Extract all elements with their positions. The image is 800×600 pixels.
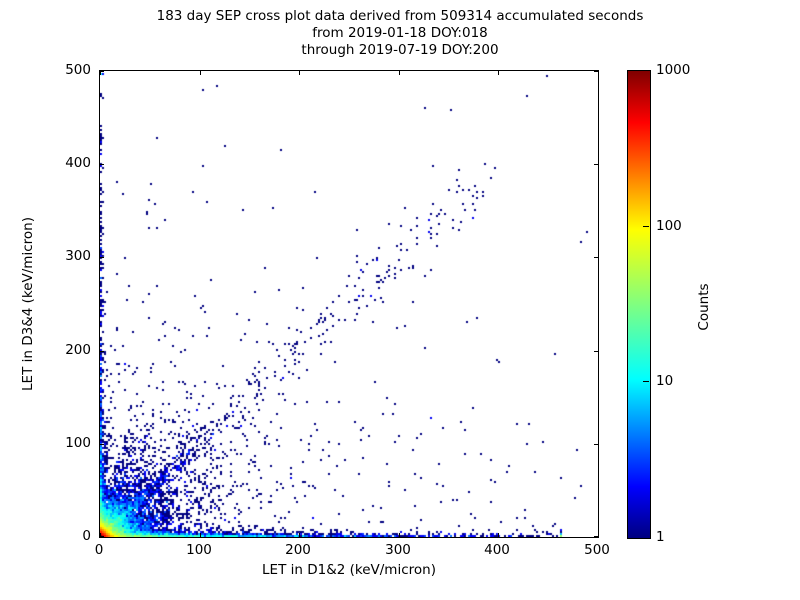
y-tick-label: 0 — [82, 528, 91, 544]
axis-tick-mark — [299, 533, 300, 537]
axis-tick-mark — [299, 71, 300, 75]
axis-tick-mark — [594, 164, 598, 165]
x-tick-label: 400 — [484, 542, 510, 558]
plot-area — [99, 70, 599, 538]
y-tick-label: 100 — [65, 435, 91, 451]
axis-tick-mark — [598, 71, 599, 75]
x-tick-label: 0 — [94, 542, 104, 558]
chart-title: 183 day SEP cross plot data derived from… — [0, 8, 800, 59]
axis-tick-mark — [100, 71, 104, 72]
axis-tick-mark — [200, 533, 201, 537]
colorbar — [627, 70, 651, 539]
y-tick-label: 500 — [65, 62, 91, 78]
axis-tick-mark — [100, 164, 104, 165]
axis-tick-mark — [100, 536, 104, 537]
axis-tick-mark — [498, 71, 499, 75]
scatter-canvas — [100, 71, 598, 537]
axis-tick-mark — [100, 351, 104, 352]
axis-tick-mark — [399, 533, 400, 537]
axis-tick-mark — [498, 533, 499, 537]
colorbar-tick-mark — [643, 226, 649, 227]
y-tick-label: 200 — [65, 342, 91, 358]
title-line-2: from 2019-01-18 DOY:018 — [312, 25, 488, 41]
axis-tick-mark — [399, 71, 400, 75]
axis-tick-mark — [100, 533, 101, 537]
x-tick-label: 100 — [186, 542, 212, 558]
colorbar-label: Counts — [696, 283, 712, 331]
y-tick-label: 400 — [65, 155, 91, 171]
axis-tick-mark — [598, 533, 599, 537]
axis-tick-mark — [594, 257, 598, 258]
x-tick-label: 200 — [285, 542, 311, 558]
axis-tick-mark — [594, 536, 598, 537]
axis-tick-mark — [100, 71, 101, 75]
x-tick-label: 500 — [584, 542, 610, 558]
title-line-3: through 2019-07-19 DOY:200 — [301, 42, 499, 58]
y-axis-label: LET in D3&4 (keV/micron) — [20, 217, 36, 391]
title-line-1: 183 day SEP cross plot data derived from… — [156, 8, 644, 24]
x-tick-label: 300 — [385, 542, 411, 558]
x-axis-label: LET in D1&2 (keV/micron) — [262, 562, 436, 578]
axis-tick-mark — [100, 257, 104, 258]
colorbar-tick-label: 1 — [656, 529, 665, 545]
y-tick-label: 300 — [65, 248, 91, 264]
colorbar-tick-label: 100 — [656, 217, 682, 234]
colorbar-tick-label: 1000 — [656, 62, 691, 78]
colorbar-tick-label: 10 — [656, 373, 674, 390]
axis-tick-mark — [200, 71, 201, 75]
axis-tick-mark — [594, 351, 598, 352]
colorbar-tick-mark — [643, 381, 649, 382]
axis-tick-mark — [100, 444, 104, 445]
axis-tick-mark — [594, 71, 598, 72]
axis-tick-mark — [594, 444, 598, 445]
